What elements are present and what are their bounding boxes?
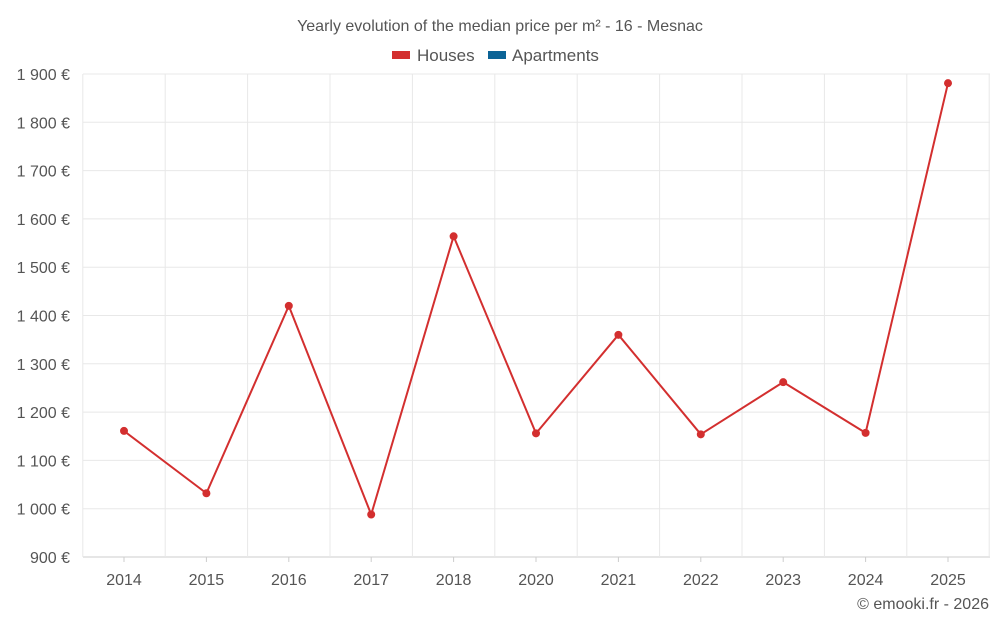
x-tick-label: 2025: [930, 572, 966, 589]
credit-text: © emooki.fr - 2026: [857, 596, 989, 613]
y-tick-label: 1 700 €: [17, 164, 70, 181]
y-tick-label: 1 000 €: [17, 502, 70, 519]
y-tick-label: 1 800 €: [17, 115, 70, 132]
data-point-houses-2025[interactable]: [944, 79, 952, 88]
x-tick-label: 2015: [189, 572, 225, 589]
y-tick-label: 1 300 €: [17, 357, 70, 374]
data-point-houses-2016[interactable]: [284, 301, 293, 310]
grid-layer: [82, 73, 990, 558]
data-point-houses-2017[interactable]: [367, 510, 376, 519]
chart-title: Yearly evolution of the median price per…: [297, 18, 703, 35]
y-tick-label: 1 900 €: [17, 67, 70, 84]
legend-houses-swatch[interactable]: [392, 51, 410, 59]
data-point-houses-2022[interactable]: [696, 430, 705, 439]
series-layer: [120, 79, 952, 519]
data-point-houses-2024[interactable]: [861, 428, 870, 437]
x-tick-label: 2023: [765, 572, 801, 589]
legend-apartments-label[interactable]: Apartments: [512, 46, 599, 65]
x-tick-label: 2017: [353, 572, 389, 589]
legend-houses-label[interactable]: Houses: [417, 46, 475, 65]
y-tick-label: 900 €: [30, 550, 70, 567]
y-tick-label: 1 200 €: [17, 405, 70, 422]
data-point-houses-2021[interactable]: [614, 330, 623, 339]
y-tick-label: 1 500 €: [17, 260, 70, 277]
y-tick-label: 1 600 €: [17, 212, 70, 229]
legend-apartments-swatch[interactable]: [488, 51, 506, 59]
data-point-houses-2015[interactable]: [202, 489, 211, 498]
legend: Houses Apartments: [392, 46, 599, 65]
x-tick-label: 2014: [106, 572, 142, 589]
data-point-houses-2014[interactable]: [120, 426, 128, 435]
x-tick-label: 2024: [848, 572, 884, 589]
data-point-houses-2020[interactable]: [532, 429, 540, 438]
data-point-houses-2018[interactable]: [449, 232, 458, 241]
x-tick-label: 2022: [683, 572, 719, 589]
y-axis-ticks: 900 € 1 000 € 1 100 € 1 200 € 1 300 € 1 400 €…: [17, 67, 70, 567]
x-tick-label: 2016: [271, 572, 307, 589]
data-point-houses-2023[interactable]: [779, 378, 788, 387]
y-tick-label: 1 100 €: [17, 453, 70, 470]
x-tick-label: 2018: [436, 572, 472, 589]
x-tick-label: 2020: [518, 572, 554, 589]
y-tick-label: 1 400 €: [17, 309, 70, 326]
x-tick-label: 2021: [601, 572, 637, 589]
x-axis-ticks: 2014 2015 2016 2017 2018 2020 2021 2022 2023 2024…: [106, 557, 966, 589]
